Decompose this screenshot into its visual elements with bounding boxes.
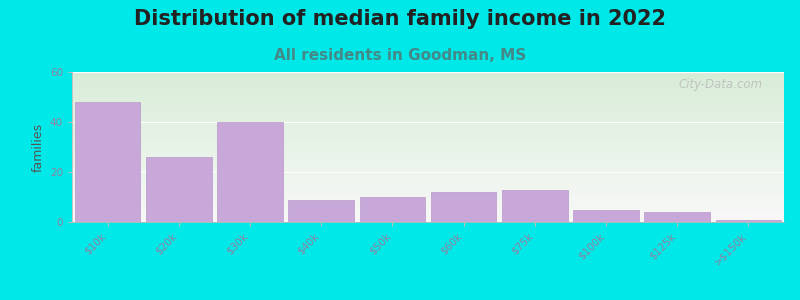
Text: Distribution of median family income in 2022: Distribution of median family income in …	[134, 9, 666, 29]
Bar	[502, 190, 567, 222]
Text: City-Data.com: City-Data.com	[678, 78, 762, 91]
Bar	[574, 209, 638, 222]
Bar	[218, 122, 282, 222]
Bar	[431, 192, 496, 222]
Bar	[360, 197, 425, 222]
Bar	[75, 102, 140, 222]
Text: All residents in Goodman, MS: All residents in Goodman, MS	[274, 48, 526, 63]
Bar	[146, 157, 211, 222]
Bar	[645, 212, 710, 222]
Y-axis label: families: families	[31, 122, 44, 172]
Bar	[289, 200, 354, 222]
Bar	[716, 220, 781, 222]
